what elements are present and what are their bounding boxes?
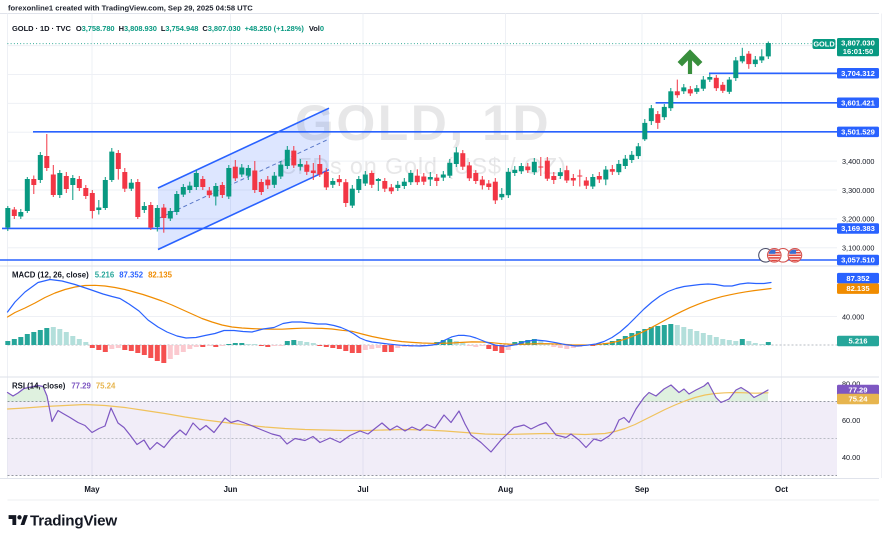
svg-text:3,300.000: 3,300.000 [842,186,874,195]
svg-text:TradingView: TradingView [30,513,117,530]
svg-text:87.352: 87.352 [846,274,869,283]
svg-text:3,100.000: 3,100.000 [842,244,874,253]
svg-text:3,200.000: 3,200.000 [842,215,874,224]
svg-text:3,400.000: 3,400.000 [842,157,874,166]
svg-text:Jun: Jun [224,485,238,494]
svg-text:forexonline1 created with Trad: forexonline1 created with TradingView.co… [8,4,253,13]
svg-text:3,704.312: 3,704.312 [841,69,875,78]
svg-text:GOLD, 1D: GOLD, 1D [295,95,551,151]
svg-text:40.000: 40.000 [842,312,864,321]
svg-text:16:01:50: 16:01:50 [843,47,873,56]
svg-text:May: May [84,485,100,494]
svg-text:Oct: Oct [775,485,788,494]
svg-text:3,501.529: 3,501.529 [841,127,875,136]
svg-text:40.00: 40.00 [842,453,860,462]
svg-text:3,601.421: 3,601.421 [841,98,876,107]
svg-text:3,807.030: 3,807.030 [841,39,875,48]
svg-text:60.00: 60.00 [842,416,860,425]
svg-text:Aug: Aug [498,485,513,494]
svg-text:3,057.510: 3,057.510 [841,256,875,265]
svg-text:75.24: 75.24 [848,395,868,404]
svg-text:Sep: Sep [635,485,650,494]
svg-text:GOLD: GOLD [813,40,835,49]
svg-text:5.216: 5.216 [848,337,867,346]
svg-text:Jul: Jul [357,485,368,494]
svg-text:77.29: 77.29 [848,386,867,395]
svg-text:3,169.383: 3,169.383 [841,224,875,233]
svg-text:82.135: 82.135 [846,284,870,293]
svg-text:80.00: 80.00 [842,380,860,389]
